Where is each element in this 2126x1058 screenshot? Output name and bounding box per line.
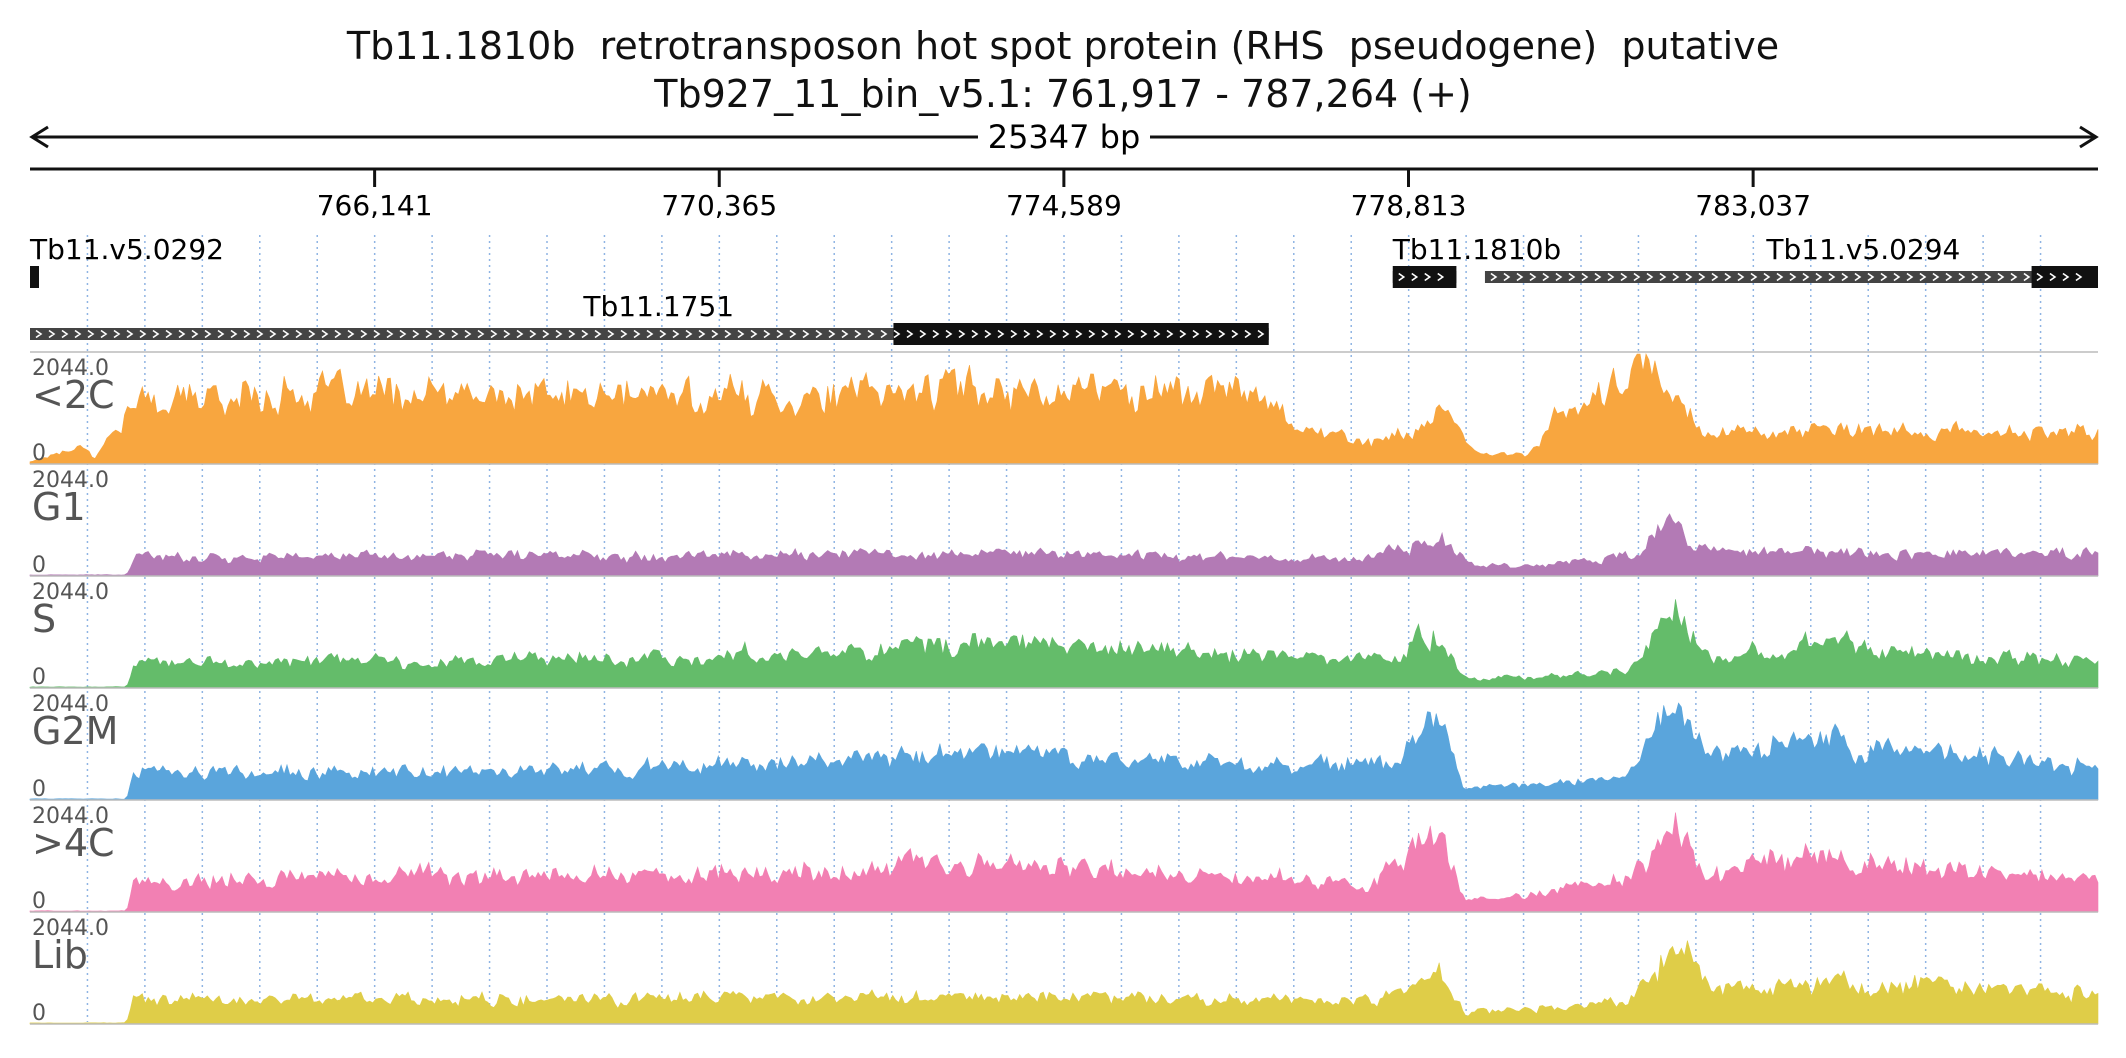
track-max-label: 2044.0 — [32, 692, 109, 717]
coverage-area — [29, 702, 2099, 801]
tick-label: 766,141 — [317, 189, 433, 222]
tick-label: 774,589 — [1006, 189, 1122, 222]
gene-label: Tb11.1810b — [1392, 233, 1561, 266]
coverage-area — [29, 812, 2099, 913]
coverage-area — [29, 353, 2099, 465]
tick-label: 770,365 — [661, 189, 777, 222]
coverage-area — [29, 513, 2099, 577]
track-name: S — [32, 597, 56, 641]
track-name: Lib — [32, 933, 88, 977]
track-max-label: 2044.0 — [32, 916, 109, 941]
track-zero-label: 0 — [32, 1001, 46, 1026]
track-zero-label: 0 — [32, 665, 46, 690]
track-name: <2C — [32, 373, 115, 417]
track-name: >4C — [32, 821, 115, 865]
strand-arrows — [1398, 272, 1445, 282]
length-label: 25347 bp — [988, 118, 1141, 156]
arrowhead-left — [29, 125, 49, 149]
track-name: G1 — [32, 485, 86, 529]
strand-arrows — [1490, 272, 2083, 282]
ruler: 25347 bp 766,141 770,365 774,589 778,813 783,… — [29, 118, 2099, 222]
gene-utr — [1484, 271, 2098, 283]
track-max-label: 2044.0 — [32, 804, 109, 829]
gene-label: Tb11.1751 — [582, 290, 734, 323]
track-max-label: 2044.0 — [32, 468, 109, 493]
chart-title: Tb11.1810b retrotransposon hot spot prot… — [346, 24, 1780, 68]
coverage-tracks: 2044.0<2C02044.0G102044.0S02044.0G2M0204… — [29, 351, 2099, 1026]
tick-label: 783,037 — [1695, 189, 1811, 222]
track-zero-label: 0 — [32, 441, 46, 466]
gene-cds — [2031, 266, 2098, 288]
coverage-area — [29, 599, 2099, 689]
track-zero-label: 0 — [32, 553, 46, 578]
track-name: G2M — [32, 709, 118, 753]
coverage-area — [29, 940, 2099, 1025]
gene-label: Tb11.v5.0294 — [1765, 233, 1960, 266]
track-zero-label: 0 — [32, 777, 46, 802]
track-max-label: 2044.0 — [32, 580, 109, 605]
tick-label: 778,813 — [1351, 189, 1467, 222]
arrowhead-right — [2079, 125, 2099, 149]
strand-arrows — [35, 329, 1265, 339]
track-max-label: 2044.0 — [32, 356, 109, 381]
chart-subtitle: Tb927_11_bin_v5.1: 761,917 - 787,264 (+) — [654, 72, 1472, 116]
gene-label: Tb11.v5.0292 — [29, 233, 224, 266]
gene-cds — [1392, 266, 1457, 288]
track-zero-label: 0 — [32, 889, 46, 914]
gene-track: Tb11.v5.0292 Tb11.1810b Tb11.v5.0294 Tb11.1… — [29, 233, 2098, 345]
gene-cds — [30, 266, 39, 288]
